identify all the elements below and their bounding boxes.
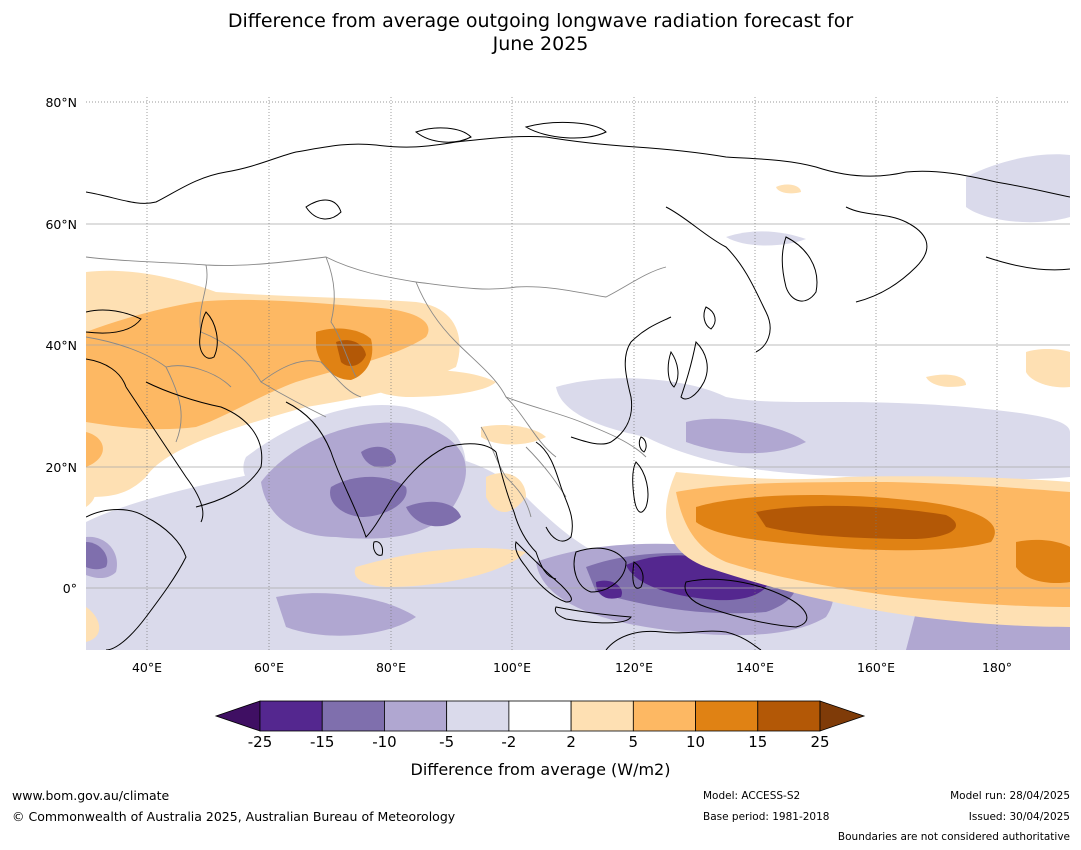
colorbar-tick-label: 2 [566,733,576,751]
colorbar-tick-label: -10 [372,733,397,751]
graticule [86,97,1070,650]
footer-copyright: © Commonwealth of Australia 2025, Austra… [12,809,456,824]
ocean-map [86,97,1070,650]
colorbar-segment [632,700,696,732]
colorbar-segment [321,700,385,732]
lon-label-60e: 60°E [253,660,285,675]
map-title-line-1: Difference from average outgoing longwav… [227,10,854,32]
olr-anomaly-map [86,97,1070,650]
footer-website: www.bom.gov.au/climate [12,788,170,803]
colorbar-tick-label: 15 [748,733,768,751]
colorbar-segment [384,700,448,732]
colorbar-extension-low [214,700,261,732]
colorbar-segment [570,700,634,732]
footer-base-period: Base period: 1981-2018 [703,811,830,823]
lon-label-180: 180° [981,660,1013,675]
lon-label-140e: 140°E [735,660,775,675]
colorbar-segment [446,700,510,732]
lat-label-20n: 20°N [45,460,77,475]
lat-label-40n: 40°N [45,338,77,353]
lat-label-60n: 60°N [45,217,77,232]
colorbar-tick-label: -15 [309,733,335,751]
map-title-line-2: June 2025 [492,33,589,55]
footer-disclaimer: Boundaries are not considered authoritat… [837,831,1070,843]
country-borders [86,256,667,518]
colorbar-title: Difference from average (W/m2) [410,760,671,779]
colorbar-segment [508,700,572,732]
colorbar-tick-label: -2 [501,733,517,751]
lon-label-160e: 160°E [856,660,896,675]
lon-label-100e: 100°E [492,660,532,675]
colorbar-segment [259,700,323,732]
footer-issued: Issued: 30/04/2025 [968,811,1070,823]
colorbar-tick-label: 25 [810,733,830,751]
lon-label-80e: 80°E [375,660,407,675]
footer-model-run: Model run: 28/04/2025 [950,790,1070,802]
footer-model: Model: ACCESS-S2 [703,790,801,802]
lon-label-120e: 120°E [614,660,654,675]
colorbar-segment [757,700,821,732]
colorbar-extension-high [819,700,866,732]
colorbar [214,700,866,732]
lat-label-equator: 0° [62,581,77,596]
colorbar-tick-label: 10 [686,733,706,751]
colorbar-tick-label: -5 [439,733,455,751]
colorbar-tick-label: -25 [247,733,273,751]
coastlines [86,121,1070,650]
lat-label-80n: 80°N [45,95,77,110]
map-title: Difference from average outgoing longwav… [0,10,1081,56]
colorbar-tick-label: 5 [628,733,639,751]
lon-label-40e: 40°E [131,660,163,675]
colorbar-segment [695,700,759,732]
